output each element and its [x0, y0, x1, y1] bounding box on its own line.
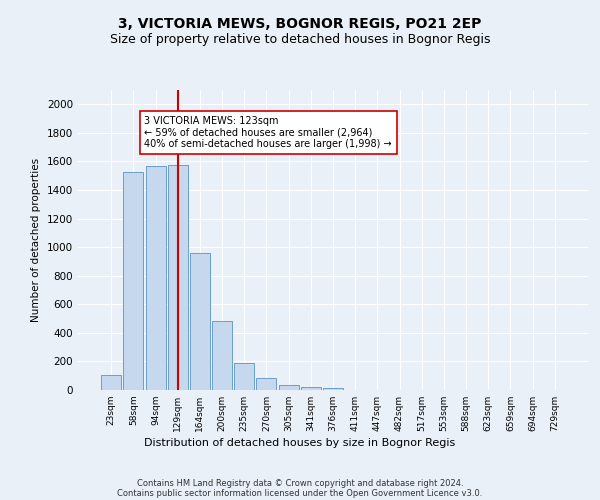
- Text: Contains public sector information licensed under the Open Government Licence v3: Contains public sector information licen…: [118, 488, 482, 498]
- Text: 3 VICTORIA MEWS: 123sqm
← 59% of detached houses are smaller (2,964)
40% of semi: 3 VICTORIA MEWS: 123sqm ← 59% of detache…: [145, 116, 392, 149]
- Y-axis label: Number of detached properties: Number of detached properties: [31, 158, 41, 322]
- Bar: [234, 362, 254, 390]
- Bar: [101, 374, 121, 390]
- Bar: [190, 253, 210, 390]
- Bar: [124, 172, 143, 390]
- Bar: [168, 164, 188, 390]
- Bar: [301, 387, 321, 390]
- Text: Size of property relative to detached houses in Bognor Regis: Size of property relative to detached ho…: [110, 32, 490, 46]
- Text: Contains HM Land Registry data © Crown copyright and database right 2024.: Contains HM Land Registry data © Crown c…: [137, 478, 463, 488]
- Bar: [212, 321, 232, 390]
- Text: 3, VICTORIA MEWS, BOGNOR REGIS, PO21 2EP: 3, VICTORIA MEWS, BOGNOR REGIS, PO21 2EP: [118, 18, 482, 32]
- Text: Distribution of detached houses by size in Bognor Regis: Distribution of detached houses by size …: [145, 438, 455, 448]
- Bar: [278, 385, 299, 390]
- Bar: [323, 388, 343, 390]
- Bar: [256, 378, 277, 390]
- Bar: [146, 166, 166, 390]
